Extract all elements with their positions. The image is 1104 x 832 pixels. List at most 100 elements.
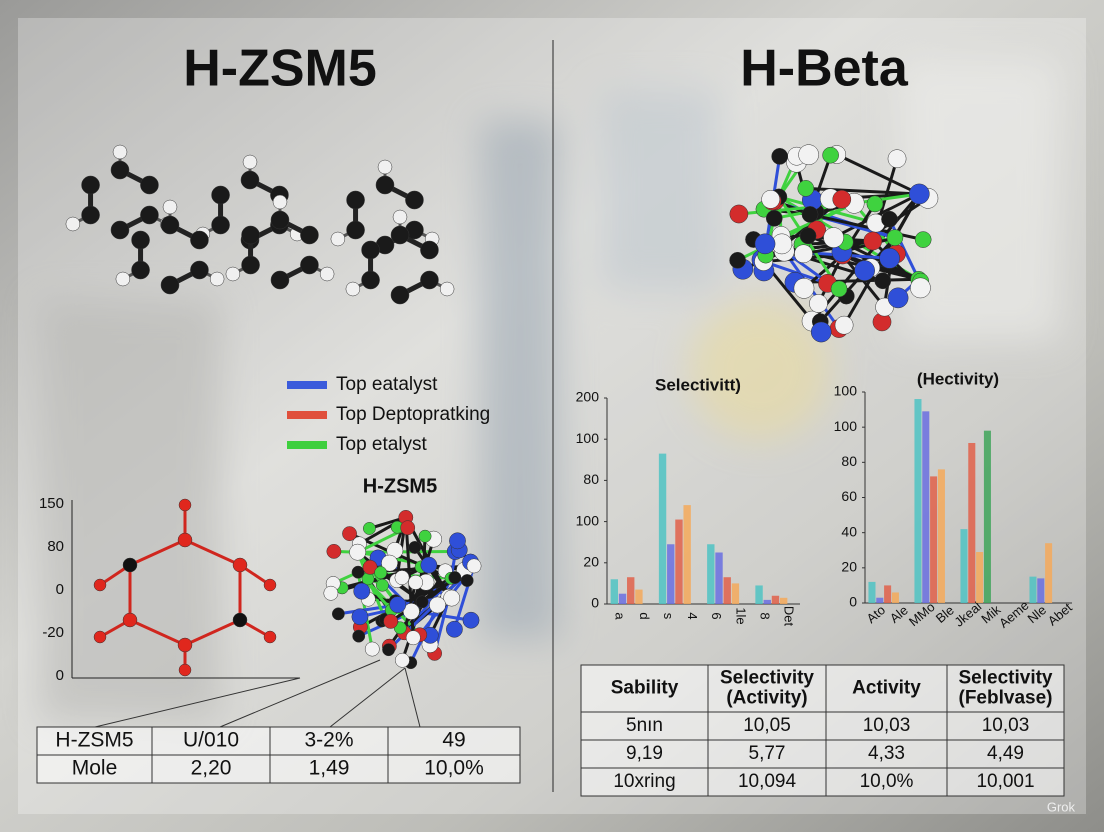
atom <box>834 315 854 335</box>
atom <box>377 159 393 175</box>
table-cell <box>387 726 521 756</box>
bond <box>836 153 920 196</box>
bond <box>184 538 241 567</box>
bar <box>1037 578 1045 603</box>
table-header: Activity <box>852 678 921 699</box>
atom <box>160 275 180 295</box>
atom <box>81 205 100 225</box>
atom <box>242 154 258 170</box>
atom <box>405 630 421 646</box>
y-tick-label: 100 <box>834 418 858 434</box>
atom <box>342 526 357 542</box>
bar <box>1045 543 1053 603</box>
bar <box>723 577 731 604</box>
table-cell <box>946 664 1065 713</box>
atom <box>162 199 178 215</box>
atom <box>225 266 241 282</box>
table-cell <box>946 711 1065 741</box>
atom <box>408 575 423 590</box>
bar <box>779 597 788 604</box>
atom <box>729 204 749 224</box>
legend-swatch <box>287 381 327 389</box>
atom <box>110 160 130 180</box>
atom <box>361 270 380 290</box>
bar <box>618 593 627 604</box>
table-cell <box>269 726 389 756</box>
atom <box>793 278 815 299</box>
atom <box>462 611 480 629</box>
atom <box>263 578 277 592</box>
left-title: H-ZSM5 <box>183 40 377 98</box>
atom <box>122 557 138 573</box>
bar <box>715 552 723 604</box>
legend-label: Top eatalyst <box>336 374 438 395</box>
atom <box>375 578 389 592</box>
leader-line <box>329 667 406 728</box>
bar <box>755 585 763 604</box>
atom <box>420 270 439 290</box>
table-header: Sability <box>611 678 679 699</box>
x-tick-label: 1le <box>733 607 748 624</box>
table-cell <box>151 754 271 784</box>
atom <box>854 260 875 281</box>
table-text: 10,0% <box>424 757 484 780</box>
atom <box>272 194 288 210</box>
atom <box>801 206 819 223</box>
legend-swatch <box>287 411 327 419</box>
legend-label: Top etalyst <box>336 434 428 455</box>
atom <box>331 607 345 621</box>
bar <box>635 589 643 604</box>
atom <box>822 146 839 164</box>
atom <box>160 215 180 235</box>
atom <box>270 270 290 290</box>
atom <box>798 144 819 166</box>
atom <box>448 571 462 584</box>
y-tick-label: 40 <box>841 523 857 539</box>
bar <box>976 552 984 603</box>
atom <box>429 596 446 614</box>
atom <box>346 220 365 240</box>
atom <box>887 287 909 309</box>
table-text: 4,33 <box>868 743 905 764</box>
table-cell <box>151 726 271 756</box>
atom <box>908 183 930 205</box>
bond <box>853 192 920 205</box>
x-tick-label: 8 <box>757 612 772 619</box>
atom <box>319 266 335 282</box>
table-cell <box>825 664 948 713</box>
axis-label: 0 <box>56 581 64 598</box>
bond <box>129 538 186 567</box>
bond <box>379 571 423 604</box>
atom <box>345 281 361 297</box>
bar <box>771 595 780 604</box>
atom <box>439 281 455 297</box>
legend-label: Top Deptopratking <box>336 404 490 425</box>
table-cell <box>707 664 827 713</box>
atom <box>140 175 159 195</box>
leader-line <box>219 659 381 728</box>
atom <box>375 175 395 195</box>
atom <box>402 603 420 620</box>
table-text: 2,20 <box>191 757 232 780</box>
table-text: H-ZSM5 <box>55 729 133 752</box>
atom <box>799 227 817 245</box>
atom <box>420 556 438 574</box>
atom <box>879 247 900 269</box>
atom <box>910 277 931 299</box>
atom <box>240 170 260 190</box>
bar <box>937 469 945 603</box>
bar <box>922 411 930 603</box>
bar <box>763 599 771 604</box>
atom <box>797 180 815 197</box>
atom <box>349 543 367 561</box>
atom <box>122 612 138 628</box>
atom <box>810 321 832 343</box>
atom <box>460 574 474 587</box>
bond <box>805 186 920 196</box>
atom <box>232 612 248 628</box>
table-text: 10,05 <box>743 715 791 736</box>
table-cell <box>269 754 389 784</box>
y-tick-label: 20 <box>583 554 599 570</box>
atom <box>887 149 907 169</box>
